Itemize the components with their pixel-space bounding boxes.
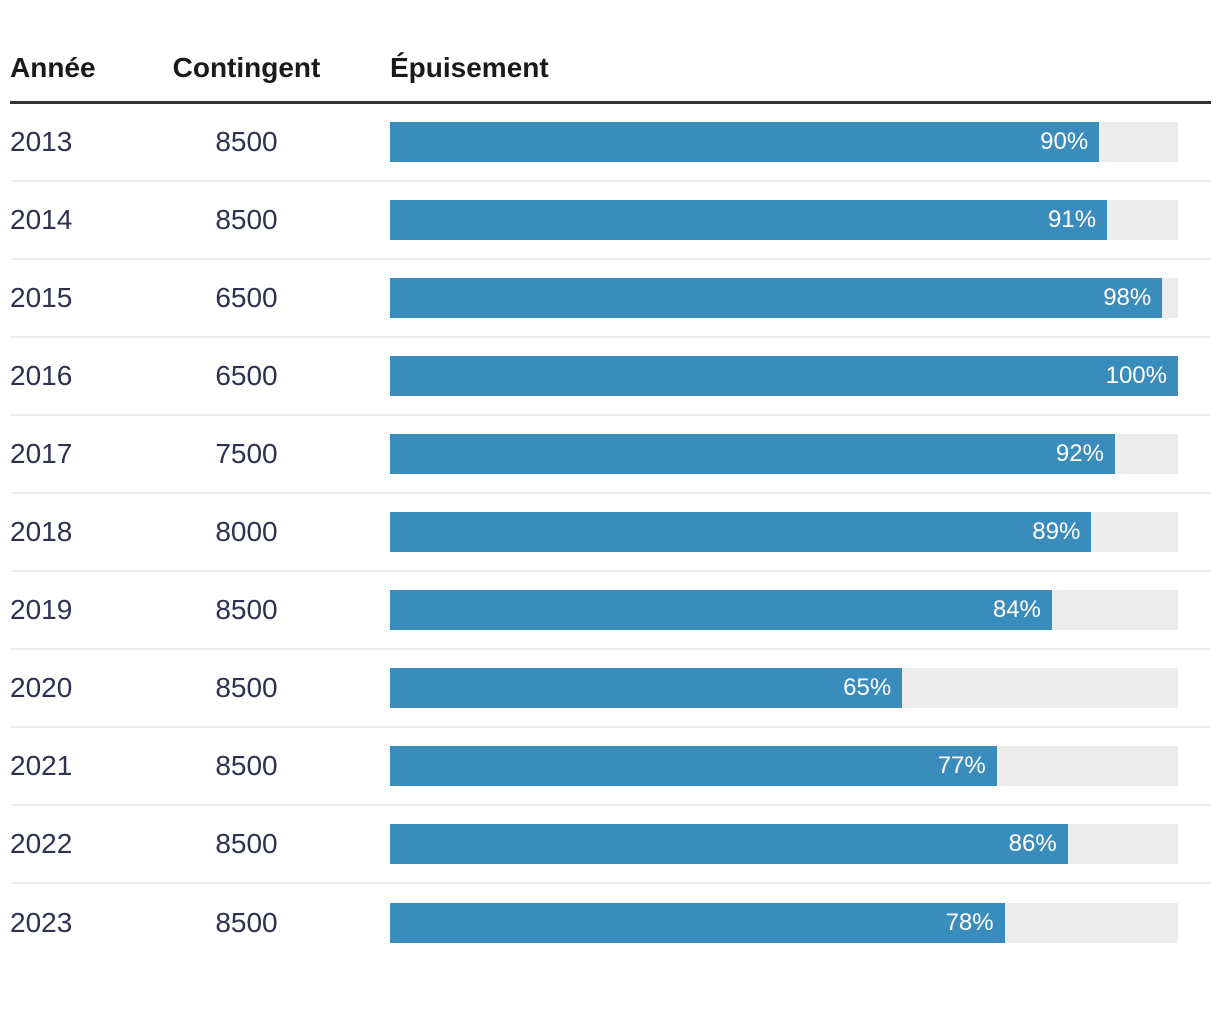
table-row: 2023 8500 78%: [10, 884, 1211, 962]
bar-percent-label: 100%: [1105, 362, 1167, 389]
contingent-cell: 7500: [215, 438, 278, 469]
year-cell: 2019: [10, 594, 73, 625]
epuisement-cell: 91%: [390, 200, 1178, 240]
year-cell: 2023: [10, 907, 73, 938]
epuisement-cell: 77%: [390, 746, 1178, 786]
epuisement-cell: 84%: [390, 590, 1178, 630]
bar-percent-label: 90%: [1040, 128, 1089, 155]
bar-fill: 78%: [390, 903, 1005, 943]
table-row: 2014 8500 91%: [10, 182, 1211, 260]
epuisement-cell: 86%: [390, 824, 1178, 864]
bar-percent-label: 91%: [1048, 206, 1097, 233]
bar-percent-label: 65%: [843, 674, 892, 701]
bar-percent-label: 77%: [937, 752, 986, 779]
quota-table: Année Contingent Épuisement 2013 8500 90…: [10, 0, 1211, 962]
year-cell: 2018: [10, 516, 73, 547]
epuisement-cell: 98%: [390, 278, 1178, 318]
epuisement-cell: 92%: [390, 434, 1178, 474]
contingent-cell: 6500: [215, 282, 278, 313]
table-row: 2019 8500 84%: [10, 572, 1211, 650]
contingent-cell: 8500: [215, 126, 278, 157]
column-header-contingent: Contingent: [172, 52, 321, 83]
table-row: 2018 8000 89%: [10, 494, 1211, 572]
epuisement-cell: 89%: [390, 512, 1178, 552]
bar-track: 84%: [390, 590, 1178, 630]
contingent-cell: 8500: [215, 204, 278, 235]
bar-percent-label: 78%: [945, 909, 994, 936]
bar-track: 77%: [390, 746, 1178, 786]
year-cell: 2017: [10, 438, 73, 469]
epuisement-cell: 78%: [390, 903, 1178, 943]
contingent-cell: 8500: [215, 750, 278, 781]
bar-track: 90%: [390, 122, 1178, 162]
bar-track: 92%: [390, 434, 1178, 474]
year-cell: 2015: [10, 282, 73, 313]
year-cell: 2022: [10, 828, 73, 859]
epuisement-cell: 100%: [390, 356, 1178, 396]
table-row: 2020 8500 65%: [10, 650, 1211, 728]
contingent-cell: 8500: [215, 828, 278, 859]
bar-track: 89%: [390, 512, 1178, 552]
bar-fill: 91%: [390, 200, 1108, 240]
bar-percent-label: 92%: [1055, 440, 1104, 467]
bar-track: 91%: [390, 200, 1178, 240]
bar-track: 78%: [390, 903, 1178, 943]
bar-percent-label: 84%: [992, 596, 1041, 623]
contingent-cell: 8500: [215, 907, 278, 938]
table-header-row: Année Contingent Épuisement: [10, 0, 1211, 104]
column-header-epuisement: Épuisement: [390, 52, 549, 83]
bar-percent-label: 98%: [1103, 284, 1152, 311]
table-row: 2017 7500 92%: [10, 416, 1211, 494]
bar-track: 86%: [390, 824, 1178, 864]
table-row: 2022 8500 86%: [10, 806, 1211, 884]
epuisement-cell: 65%: [390, 668, 1178, 708]
contingent-cell: 8000: [215, 516, 278, 547]
year-cell: 2020: [10, 672, 73, 703]
contingent-cell: 8500: [215, 594, 278, 625]
bar-track: 98%: [390, 278, 1178, 318]
year-cell: 2013: [10, 126, 73, 157]
contingent-cell: 8500: [215, 672, 278, 703]
bar-percent-label: 86%: [1008, 830, 1057, 857]
table-body: 2013 8500 90% 2014 8500 91% 2015 6500: [10, 104, 1211, 962]
table-row: 2021 8500 77%: [10, 728, 1211, 806]
bar-fill: 98%: [390, 278, 1163, 318]
bar-track: 100%: [390, 356, 1178, 396]
table-row: 2016 6500 100%: [10, 338, 1211, 416]
bar-fill: 89%: [390, 512, 1092, 552]
column-header-annee: Année: [10, 52, 96, 83]
year-cell: 2014: [10, 204, 73, 235]
bar-fill: 92%: [390, 434, 1115, 474]
bar-fill: 65%: [390, 668, 903, 708]
bar-fill: 77%: [390, 746, 997, 786]
bar-fill: 90%: [390, 122, 1100, 162]
epuisement-cell: 90%: [390, 122, 1178, 162]
bar-fill: 86%: [390, 824, 1068, 864]
table-row: 2015 6500 98%: [10, 260, 1211, 338]
year-cell: 2021: [10, 750, 73, 781]
bar-percent-label: 89%: [1032, 518, 1081, 545]
table-row: 2013 8500 90%: [10, 104, 1211, 182]
bar-fill: 100%: [390, 356, 1178, 396]
bar-track: 65%: [390, 668, 1178, 708]
year-cell: 2016: [10, 360, 73, 391]
bar-fill: 84%: [390, 590, 1052, 630]
contingent-cell: 6500: [215, 360, 278, 391]
